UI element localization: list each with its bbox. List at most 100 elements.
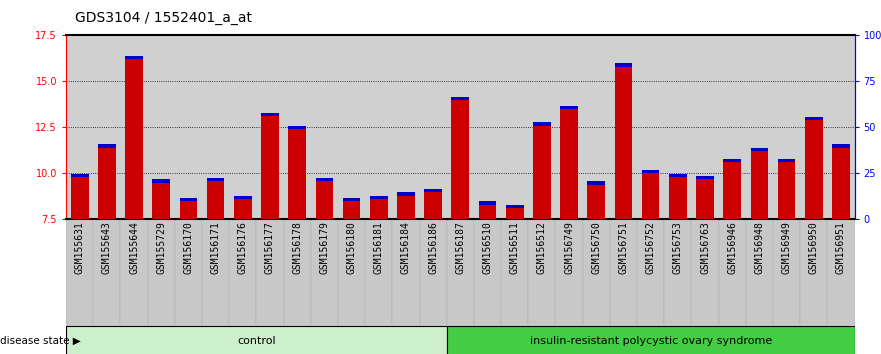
Bar (474, 219, 501, 326)
Bar (533, 126, 551, 219)
Text: GSM156186: GSM156186 (428, 222, 438, 274)
Bar (121, 219, 148, 326)
Bar (746, 219, 773, 326)
Text: GSM156177: GSM156177 (265, 222, 275, 274)
Bar (560, 106, 578, 109)
Bar (669, 174, 686, 177)
Text: GSM156171: GSM156171 (211, 222, 220, 274)
Bar (642, 170, 660, 173)
Text: GSM156750: GSM156750 (591, 222, 601, 274)
Bar (397, 192, 415, 195)
Bar (419, 219, 447, 326)
Text: GSM156512: GSM156512 (537, 222, 547, 274)
Bar (180, 201, 197, 219)
Bar (805, 120, 823, 219)
Text: GSM156951: GSM156951 (836, 222, 846, 274)
Bar (343, 198, 360, 201)
Bar (93, 219, 121, 326)
Bar (152, 179, 170, 183)
Bar (833, 144, 850, 148)
Bar (506, 209, 523, 219)
Text: GSM156178: GSM156178 (292, 222, 302, 274)
Bar (778, 159, 796, 162)
Text: GSM156184: GSM156184 (401, 222, 411, 274)
Text: GSM156510: GSM156510 (483, 222, 492, 274)
Bar (447, 326, 855, 354)
Bar (288, 129, 306, 219)
Bar (501, 219, 529, 326)
Bar (723, 159, 741, 162)
Bar (229, 219, 256, 326)
Text: GSM155729: GSM155729 (156, 222, 167, 274)
Text: GSM155631: GSM155631 (75, 222, 85, 274)
Text: GSM156181: GSM156181 (374, 222, 384, 274)
Bar (529, 219, 556, 326)
Text: GSM156187: GSM156187 (455, 222, 465, 274)
Text: control: control (237, 336, 276, 346)
Text: GSM155643: GSM155643 (102, 222, 112, 274)
Text: disease state ▶: disease state ▶ (0, 336, 81, 346)
Bar (478, 205, 496, 219)
Bar (234, 196, 252, 199)
Bar (234, 199, 252, 219)
Bar (370, 196, 388, 199)
Bar (392, 219, 419, 326)
Bar (98, 148, 115, 219)
Text: GSM156180: GSM156180 (346, 222, 357, 274)
Text: GSM156170: GSM156170 (183, 222, 194, 274)
Bar (284, 219, 311, 326)
Bar (664, 219, 692, 326)
Bar (315, 181, 333, 219)
Bar (66, 219, 93, 326)
Bar (315, 177, 333, 181)
Bar (642, 173, 660, 219)
Bar (615, 63, 633, 67)
Bar (125, 59, 143, 219)
Bar (773, 219, 800, 326)
Bar (451, 97, 470, 100)
Text: GSM155644: GSM155644 (129, 222, 139, 274)
Text: GSM156511: GSM156511 (510, 222, 520, 274)
Bar (370, 199, 388, 219)
Bar (610, 219, 637, 326)
Bar (338, 219, 365, 326)
Bar (833, 148, 850, 219)
Text: GSM156752: GSM156752 (646, 222, 655, 274)
Bar (669, 177, 686, 219)
Bar (343, 201, 360, 219)
Text: GSM156749: GSM156749 (564, 222, 574, 274)
Bar (261, 113, 278, 116)
Bar (696, 179, 714, 219)
Bar (174, 219, 202, 326)
Text: insulin-resistant polycystic ovary syndrome: insulin-resistant polycystic ovary syndr… (529, 336, 772, 346)
Bar (751, 148, 768, 152)
Bar (588, 181, 605, 184)
Bar (365, 219, 392, 326)
Bar (202, 219, 229, 326)
Bar (152, 183, 170, 219)
Bar (805, 117, 823, 120)
Bar (98, 144, 115, 148)
Bar (447, 219, 474, 326)
Bar (800, 219, 827, 326)
Bar (827, 219, 855, 326)
Bar (478, 201, 496, 205)
Bar (397, 195, 415, 219)
Bar (692, 219, 719, 326)
Bar (615, 67, 633, 219)
Bar (425, 189, 442, 192)
Text: GSM156946: GSM156946 (727, 222, 737, 274)
Bar (533, 122, 551, 126)
Bar (425, 192, 442, 219)
Bar (451, 100, 470, 219)
Bar (180, 198, 197, 201)
Bar (556, 219, 582, 326)
Bar (148, 219, 174, 326)
Bar (288, 126, 306, 129)
Text: GSM156176: GSM156176 (238, 222, 248, 274)
Bar (207, 181, 225, 219)
Text: GDS3104 / 1552401_a_at: GDS3104 / 1552401_a_at (75, 11, 252, 25)
Bar (125, 56, 143, 59)
Bar (588, 184, 605, 219)
Text: GSM156751: GSM156751 (618, 222, 628, 274)
